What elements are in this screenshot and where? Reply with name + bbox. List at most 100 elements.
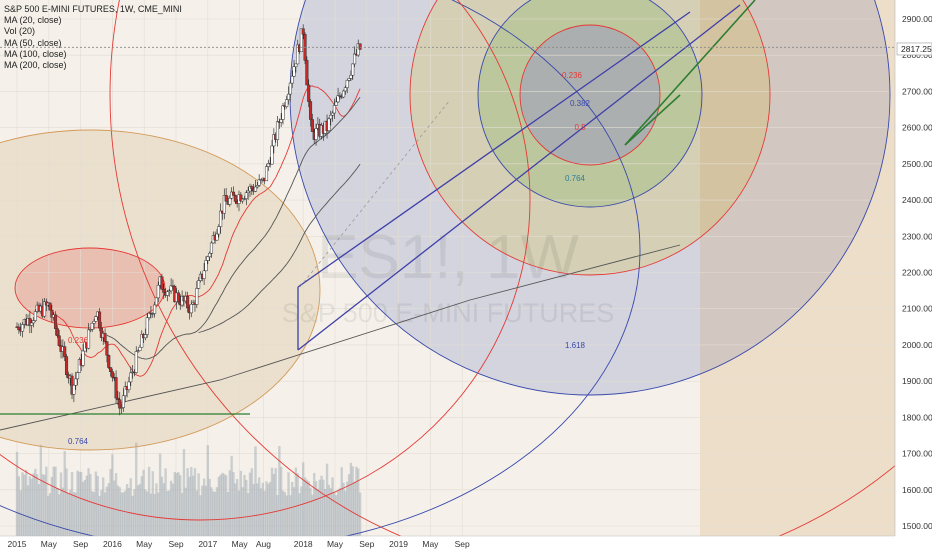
candle-body	[64, 356, 69, 376]
candle-body	[224, 195, 228, 202]
candle-body	[53, 314, 58, 329]
candle-body	[63, 346, 67, 357]
volume-bar	[228, 470, 232, 536]
candle-body	[202, 270, 206, 279]
time-tick-label: May	[327, 539, 344, 549]
volume-bar	[102, 477, 105, 536]
candle-body	[204, 260, 208, 272]
legend-volume[interactable]: Vol (20)	[4, 26, 36, 37]
candle-body	[103, 333, 107, 342]
volume-bar	[133, 489, 136, 536]
volume-bar	[347, 474, 351, 536]
candle-body	[42, 301, 47, 317]
fib-ellipse-small	[14, 247, 166, 329]
candle-body	[257, 179, 261, 186]
candle-body	[88, 328, 92, 331]
volume-bar	[173, 471, 176, 536]
price-tick-label: 1700.00	[902, 449, 932, 459]
candle-body	[48, 302, 52, 311]
candle-body	[244, 192, 248, 199]
volume-bar	[199, 495, 202, 536]
volume-bar	[26, 485, 30, 536]
volume-bar	[85, 475, 88, 536]
legend-ma200[interactable]: MA (200, close)	[4, 60, 67, 71]
volume-bar	[175, 473, 178, 536]
fib-ellipse-outer	[0, 0, 641, 536]
candle-body	[118, 399, 122, 409]
volume-bar	[259, 488, 263, 536]
volume-bar	[105, 486, 109, 536]
volume-bar	[325, 463, 329, 536]
volume-bar	[166, 490, 169, 536]
volume-bar	[239, 470, 243, 536]
indicator-legend: S&P 500 E-MINI FUTURES, 1W, CME_MINI MA …	[4, 4, 182, 71]
candle-body	[151, 313, 155, 315]
time-tick-label: 2016	[103, 539, 122, 549]
volume-bar	[136, 485, 140, 536]
volume-bar	[153, 493, 156, 536]
volume-bar	[124, 490, 127, 536]
candle-body	[281, 105, 285, 120]
candle-body	[242, 198, 247, 200]
legend-ma20[interactable]: MA (20, close)	[4, 15, 62, 26]
candle-body	[134, 351, 138, 373]
volume-bar	[279, 466, 283, 536]
candle-body	[50, 309, 54, 318]
channel-lower-line	[297, 4, 741, 351]
volume-bar	[122, 492, 125, 536]
volume-bar	[313, 472, 316, 536]
volume-bar	[234, 483, 237, 536]
time-tick-label: May	[232, 539, 249, 549]
candle-body	[107, 354, 111, 368]
candle-body	[165, 291, 169, 296]
volume-bar	[235, 479, 239, 536]
volume-bar	[59, 472, 63, 536]
volume-bar	[193, 468, 197, 536]
candle-body	[332, 105, 336, 114]
volume-bar	[168, 490, 171, 536]
watermark-name: S&P 500 E-MINI FUTURES	[282, 298, 615, 328]
candle-body	[138, 347, 142, 351]
candle-body	[197, 280, 201, 289]
volume-bar	[182, 449, 186, 536]
candle-body	[228, 197, 232, 205]
volume-bar	[241, 487, 244, 536]
candle-body	[28, 318, 32, 326]
candle-body	[94, 316, 98, 322]
legend-ma50[interactable]: MA (50, close)	[4, 37, 62, 48]
volume-bar	[261, 482, 265, 536]
volume-bar	[210, 487, 213, 536]
legend-title[interactable]: S&P 500 E-MINI FUTURES, 1W, CME_MINI	[4, 4, 182, 14]
candle-body	[75, 372, 80, 380]
volume-bar	[268, 481, 272, 536]
volume-bar	[290, 481, 294, 536]
price-tick-label: 2500.00	[902, 159, 932, 169]
candle-body	[160, 276, 164, 290]
candle-body	[127, 381, 131, 390]
volume-bar	[243, 474, 246, 536]
candle-body	[153, 304, 157, 314]
candle-body	[176, 292, 180, 302]
legend-ma100[interactable]: MA (100, close)	[4, 48, 67, 59]
volume-bar	[190, 466, 193, 536]
volume-bar	[318, 479, 321, 536]
fib-label: 0.382	[570, 99, 591, 108]
candle-body	[105, 341, 109, 356]
candle-body	[349, 74, 353, 79]
candle-body	[215, 233, 219, 241]
candle-body	[255, 185, 259, 188]
volume-bar	[157, 492, 160, 536]
volume-bar	[219, 474, 222, 536]
price-tick-label: 2900.00	[902, 14, 932, 24]
volume-bar	[45, 466, 48, 536]
candle-body	[143, 334, 147, 339]
volume-bar	[100, 489, 103, 536]
volume-bar	[41, 474, 44, 536]
candle-body	[288, 82, 292, 95]
candle-body	[290, 75, 294, 84]
candle-body	[186, 296, 190, 309]
volume-bar	[338, 487, 342, 536]
candle-body	[292, 66, 296, 77]
